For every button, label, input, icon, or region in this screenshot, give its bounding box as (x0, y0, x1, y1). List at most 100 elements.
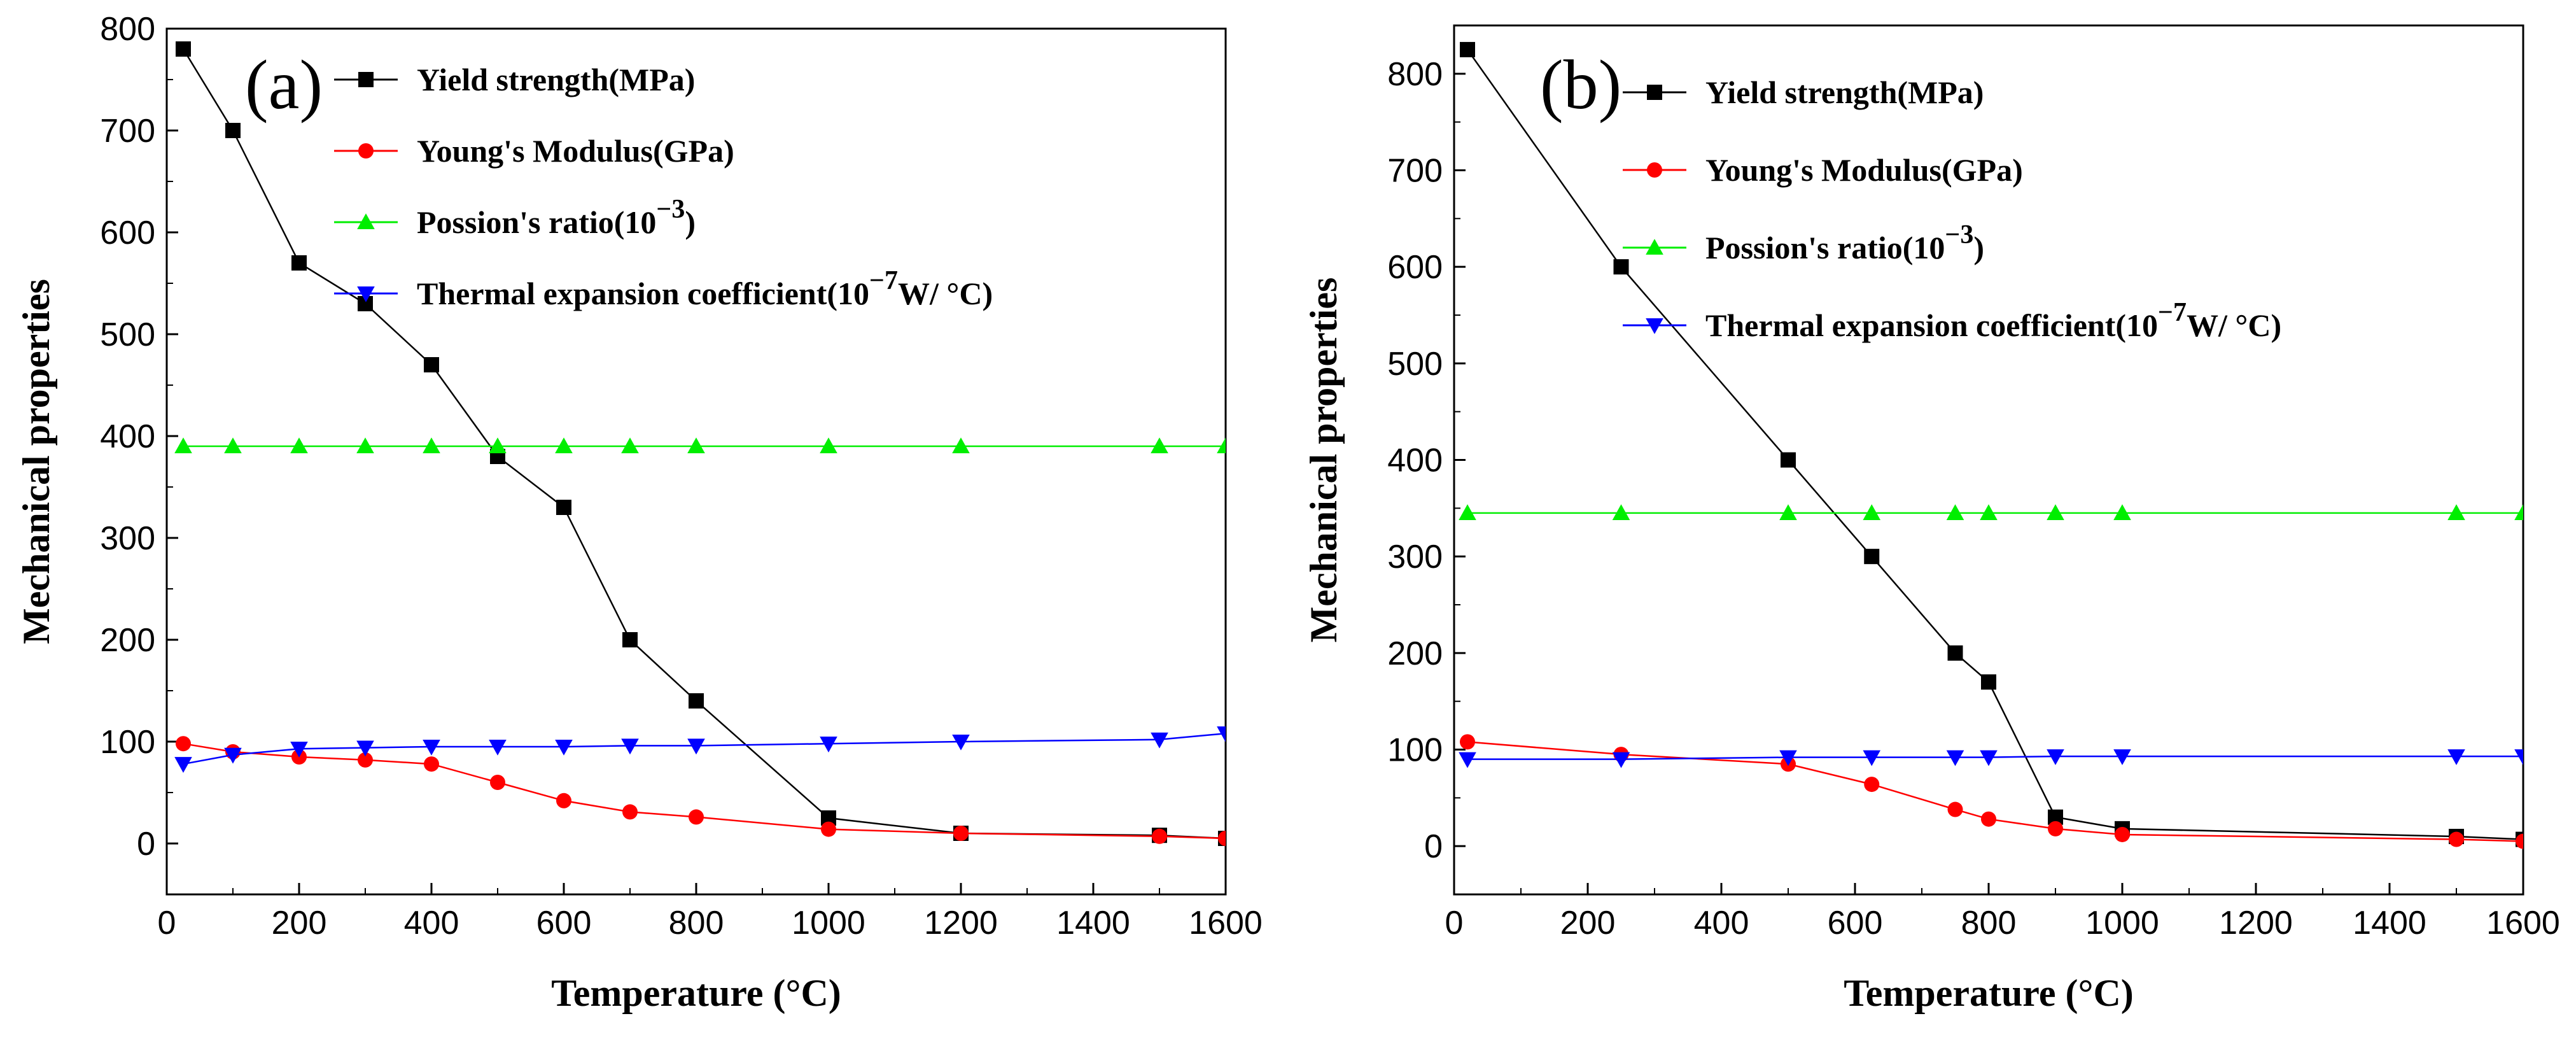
data-point (224, 747, 242, 764)
legend-label: Possion's ratio(10−3) (417, 195, 696, 240)
data-point (687, 437, 705, 454)
data-point (2447, 504, 2465, 520)
data-point (555, 739, 573, 756)
series-circle (1460, 734, 2523, 849)
data-point (952, 734, 970, 751)
data-point (689, 693, 704, 709)
data-point (689, 809, 704, 825)
data-point (1779, 750, 1797, 766)
legend-label: Possion's ratio(10−3) (1705, 220, 1984, 265)
legend-marker (1646, 318, 1663, 334)
legend: Yield strength(MPa) Young's Modulus(GPa) P… (334, 62, 993, 311)
legend-label: Yield strength(MPa) (417, 62, 695, 97)
legend-marker (358, 143, 374, 159)
x-tick-label: 200 (272, 905, 327, 942)
data-point (2514, 504, 2523, 520)
data-point (1864, 549, 1880, 565)
series-line (183, 742, 1226, 840)
x-tick-label: 600 (1828, 905, 1883, 942)
x-tick-label: 0 (1445, 905, 1464, 942)
y-tick-label: 300 (1387, 539, 1443, 575)
y-tick-label: 500 (1387, 346, 1443, 383)
y-axis-title: Mechanical properties (1303, 278, 1345, 643)
data-point (424, 357, 439, 372)
legend-label: Young's Modulus(GPa) (417, 133, 734, 169)
data-point (1946, 750, 1964, 766)
data-point (1459, 752, 1476, 768)
data-point (423, 739, 440, 756)
x-axis-title: Temperature (°C) (551, 972, 841, 1014)
data-point (489, 437, 507, 454)
y-tick-label: 200 (1387, 635, 1443, 672)
series-circle (176, 736, 1226, 846)
y-tick-label: 300 (100, 520, 155, 557)
data-point (821, 821, 836, 837)
data-point (1863, 750, 1881, 766)
data-point (1217, 726, 1226, 742)
data-point (1864, 777, 1880, 793)
y-tick-label: 400 (100, 418, 155, 455)
data-point (1980, 750, 1998, 766)
data-point (2047, 749, 2064, 765)
data-point (358, 752, 373, 768)
x-tick-label: 800 (1961, 905, 2017, 942)
data-point (1152, 828, 1167, 844)
series-triangle-down (1459, 749, 2523, 768)
legend-label: Yield strength(MPa) (1705, 74, 1984, 110)
series-line (1467, 755, 2523, 760)
data-point (1151, 437, 1168, 454)
data-point (556, 793, 571, 808)
legend-marker (357, 286, 375, 302)
y-tick-label: 100 (100, 724, 155, 761)
data-point (2048, 821, 2063, 836)
data-point (2047, 504, 2064, 520)
data-point (1612, 752, 1630, 768)
y-tick-label: 500 (100, 316, 155, 353)
data-point (2449, 831, 2464, 847)
series-square (1460, 41, 2523, 847)
legend-label: Young's Modulus(GPa) (1705, 152, 2023, 188)
data-point (2115, 826, 2130, 842)
x-tick-label: 1000 (2085, 905, 2159, 942)
data-point (356, 437, 374, 454)
data-point (489, 739, 507, 756)
data-point (820, 737, 837, 752)
chart-panel-a: 0 200 400 600 800 1000 1200 1400 1600 0 100 200 300 4… (15, 11, 1263, 1014)
data-point (1981, 811, 1996, 827)
data-point (356, 740, 374, 757)
y-axis-title: Mechanical properties (15, 279, 57, 644)
legend-label: Thermal expansion coefficient(10−7W/ °C) (417, 266, 993, 311)
legend-label: Thermal expansion coefficient(10−7W/ °C) (1705, 298, 2281, 343)
y-tick-label: 800 (1387, 56, 1443, 93)
data-point (1863, 504, 1881, 520)
data-point (2113, 749, 2131, 765)
data-point (225, 123, 241, 138)
x-tick-label: 200 (1560, 905, 1616, 942)
panel-label: (b) (1540, 46, 1621, 123)
data-point (1947, 801, 1963, 817)
data-point (1946, 504, 1964, 520)
data-point (224, 437, 242, 454)
x-tick-label: 1200 (924, 905, 998, 942)
data-point (2447, 749, 2465, 765)
panel-label: (a) (245, 46, 323, 123)
data-point (556, 500, 571, 515)
legend-marker (1646, 239, 1663, 255)
x-tick-label: 400 (404, 905, 459, 942)
data-point (2514, 749, 2523, 765)
y-tick-label: 600 (1387, 249, 1443, 286)
y-tick-label: 800 (100, 11, 155, 48)
data-point (622, 804, 638, 820)
x-tick-label: 1600 (1189, 905, 1263, 942)
data-point (174, 437, 192, 454)
y-tick-label: 600 (100, 215, 155, 251)
data-point (952, 437, 970, 454)
data-point (424, 756, 439, 772)
data-point (1613, 259, 1629, 275)
data-point (174, 757, 192, 773)
data-point (1460, 41, 1475, 57)
data-point (1151, 732, 1168, 749)
legend: Yield strength(MPa) Young's Modulus(GPa) P… (1623, 74, 2281, 343)
data-point (1459, 504, 1476, 520)
series-line (1467, 741, 2523, 842)
